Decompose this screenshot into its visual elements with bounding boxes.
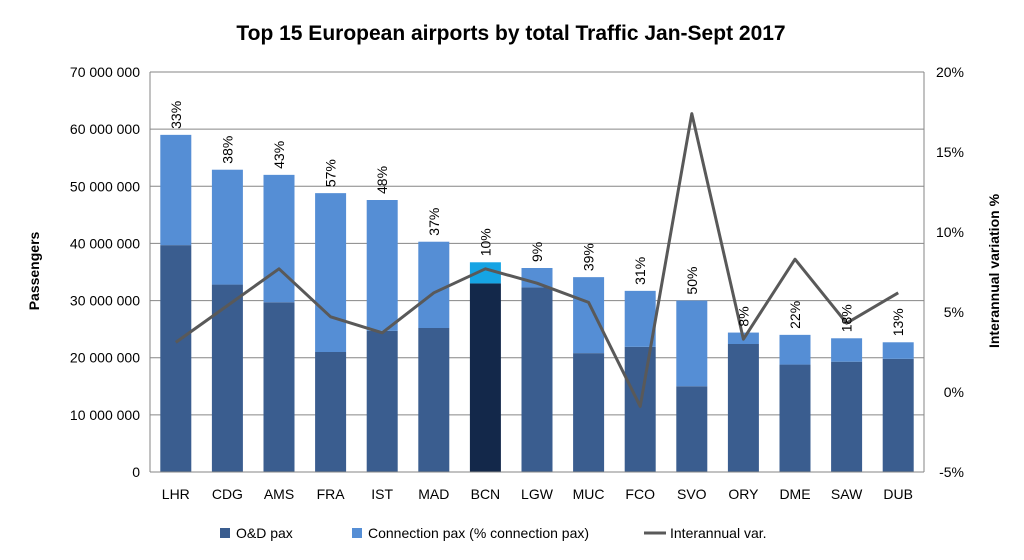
y-axis-title: Passengers xyxy=(26,231,42,310)
legend-label: Connection pax (% connection pax) xyxy=(368,525,589,541)
bar-percent-label: 13% xyxy=(890,308,906,336)
bar-od-pax xyxy=(211,284,243,472)
bar-connection-pax xyxy=(624,290,656,347)
x-tick-label: ORY xyxy=(728,486,759,502)
y2-tick-label: 0% xyxy=(944,384,964,400)
bar-connection-pax xyxy=(263,174,295,303)
bar-od-pax xyxy=(469,283,501,472)
x-tick-label: FRA xyxy=(317,486,346,502)
x-tick-label: AMS xyxy=(264,486,294,502)
x-tick-label: CDG xyxy=(212,486,243,502)
x-tick-label: SVO xyxy=(677,486,707,502)
legend-label: Interannual var. xyxy=(670,525,767,541)
x-tick-label: LGW xyxy=(521,486,554,502)
bar-percent-label: 57% xyxy=(323,159,339,187)
y2-tick-label: -5% xyxy=(939,464,964,480)
bar-od-pax xyxy=(727,344,759,472)
y2-tick-label: 20% xyxy=(936,64,964,80)
y-tick-label: 20 000 000 xyxy=(70,350,140,366)
y-tick-label: 40 000 000 xyxy=(70,235,140,251)
y-tick-label: 0 xyxy=(132,464,140,480)
chart-title: Top 15 European airports by total Traffi… xyxy=(236,22,785,45)
bar-percent-label: 33% xyxy=(168,101,184,129)
bar-od-pax xyxy=(779,364,811,472)
x-tick-label: MUC xyxy=(573,486,605,502)
y-tick-label: 50 000 000 xyxy=(70,178,140,194)
axes xyxy=(149,72,925,473)
x-tick-label: IST xyxy=(371,486,393,502)
bar-od-pax xyxy=(882,358,914,472)
bar-connection-pax xyxy=(676,300,708,387)
bar-connection-pax xyxy=(315,193,347,352)
bar-od-pax xyxy=(418,328,450,472)
bar-connection-pax xyxy=(882,342,914,359)
bar-percent-label: 9% xyxy=(529,242,545,262)
bar-od-pax xyxy=(676,386,708,472)
bar-connection-pax xyxy=(573,277,605,354)
tick-labels: 0 10 000 000 20 000 000 30 000 000 40 000 00… xyxy=(70,64,964,502)
bar-connection-pax xyxy=(469,262,501,284)
bar-od-pax xyxy=(160,245,192,472)
bar-connection-pax xyxy=(211,169,243,285)
bar-percent-label: 37% xyxy=(426,208,442,236)
bars xyxy=(160,134,914,472)
x-tick-label: DME xyxy=(779,486,810,502)
bar-od-pax xyxy=(624,346,656,472)
x-tick-label: DUB xyxy=(883,486,913,502)
bar-percent-label: 8% xyxy=(735,306,751,326)
bar-od-pax xyxy=(315,352,347,472)
legend-swatch xyxy=(352,528,362,538)
bar-od-pax xyxy=(521,287,553,472)
interannual-line xyxy=(174,112,899,408)
bar-od-pax xyxy=(263,302,295,472)
x-tick-label: BCN xyxy=(471,486,501,502)
bar-labels: 33% 38% 43% 57% 48% 37% 10% 9% 39% 31% 50% 8% 22% 18%… xyxy=(168,101,906,336)
bar-connection-pax xyxy=(418,241,450,328)
bar-percent-label: 22% xyxy=(787,301,803,329)
y-tick-label: 30 000 000 xyxy=(70,293,140,309)
bar-percent-label: 48% xyxy=(374,166,390,194)
bar-connection-pax xyxy=(831,338,863,362)
y2-tick-label: 5% xyxy=(944,304,964,320)
bar-connection-pax xyxy=(779,334,811,365)
bar-connection-pax xyxy=(160,134,192,246)
bar-percent-label: 38% xyxy=(219,136,235,164)
bar-percent-label: 10% xyxy=(477,228,493,256)
y-tick-label: 60 000 000 xyxy=(70,121,140,137)
y-tick-label: 70 000 000 xyxy=(70,64,140,80)
bar-od-pax xyxy=(573,353,605,472)
bar-percent-label: 43% xyxy=(271,141,287,169)
bar-od-pax xyxy=(366,330,398,472)
legend: O&D pax Connection pax (% connection pax)… xyxy=(220,525,767,541)
y2-tick-label: 10% xyxy=(936,224,964,240)
bar-percent-label: 18% xyxy=(839,304,855,332)
x-tick-label: FCO xyxy=(625,486,655,502)
bar-connection-pax xyxy=(366,200,398,331)
y2-tick-label: 15% xyxy=(936,144,964,160)
bar-percent-label: 39% xyxy=(581,243,597,271)
x-tick-label: MAD xyxy=(418,486,449,502)
x-tick-label: LHR xyxy=(162,486,190,502)
x-tick-label: SAW xyxy=(831,486,863,502)
y2-axis-title: Interannual variation % xyxy=(986,193,1002,348)
legend-swatch xyxy=(220,528,230,538)
bar-percent-label: 31% xyxy=(632,257,648,285)
interannual-polyline xyxy=(174,112,899,408)
bar-od-pax xyxy=(831,361,863,472)
y-tick-label: 10 000 000 xyxy=(70,407,140,423)
legend-label: O&D pax xyxy=(236,525,293,541)
bar-percent-label: 50% xyxy=(684,267,700,295)
